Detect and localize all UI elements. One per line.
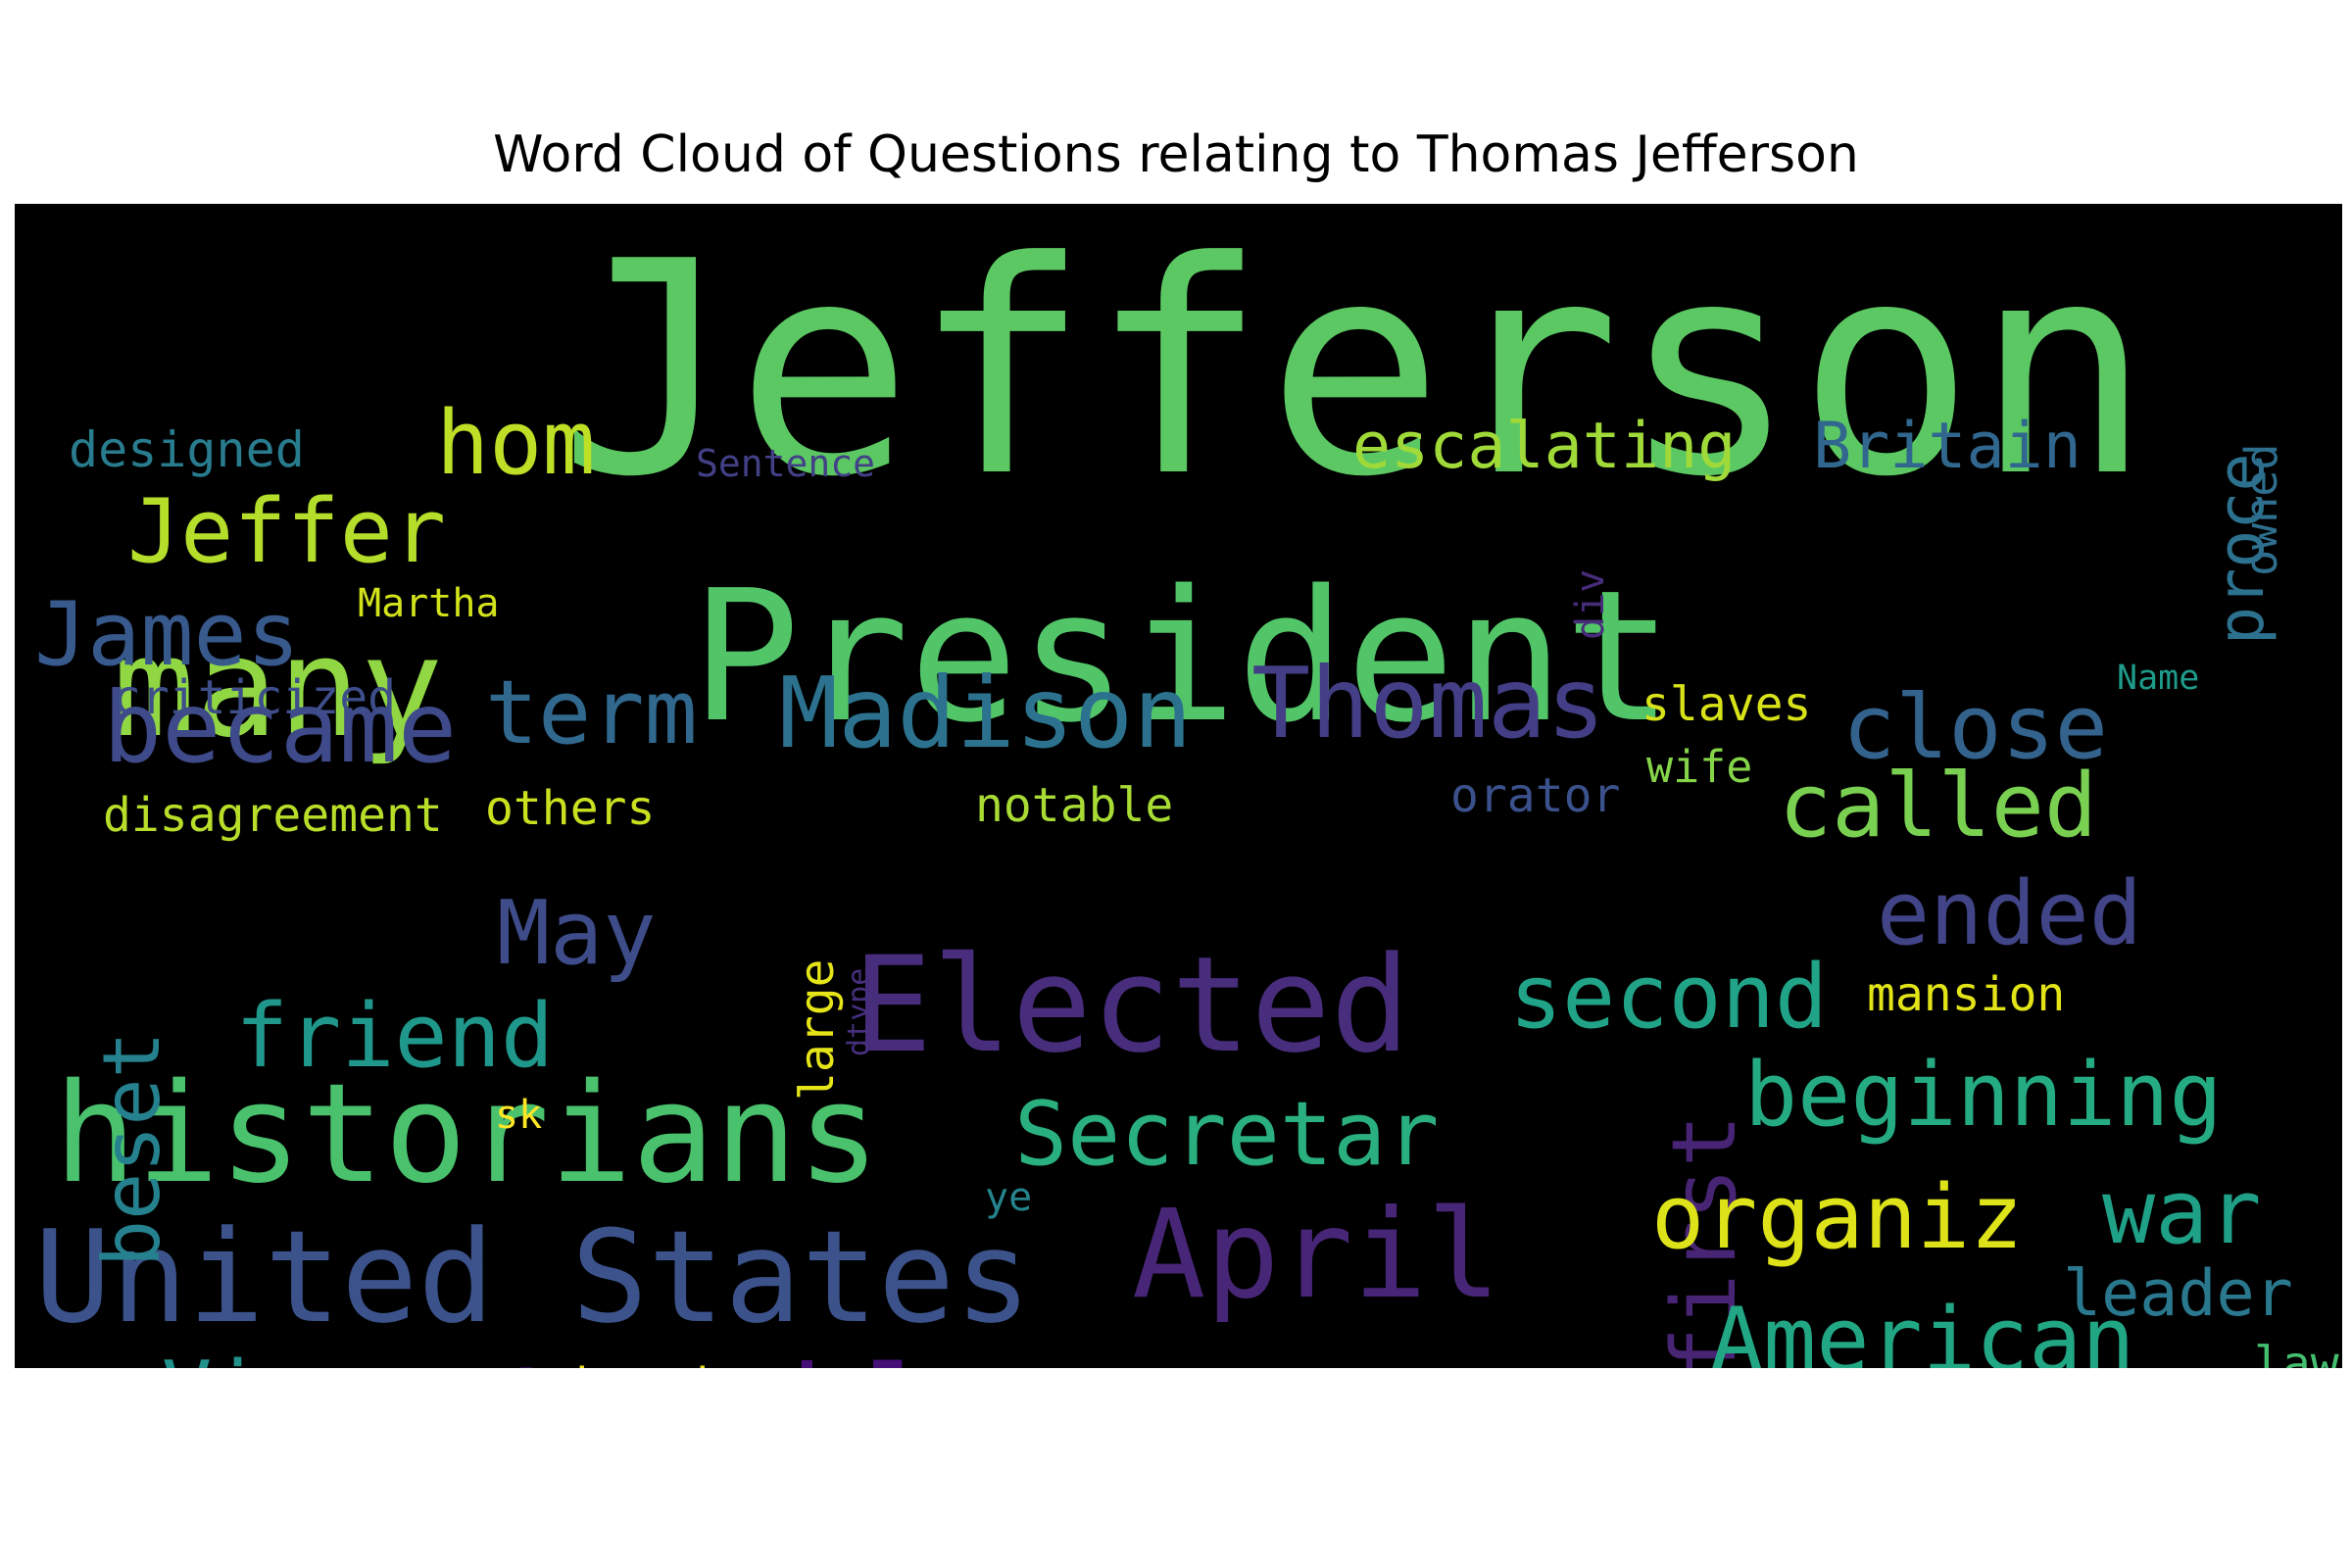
word-owned: owned: [2235, 443, 2287, 576]
word-term: term: [485, 662, 698, 764]
word-second: second: [1509, 946, 1829, 1049]
word-jeffer: Jeffer: [127, 480, 447, 583]
word-slaves: slaves: [1642, 677, 1812, 732]
word-secretar: Secretar: [1014, 1083, 1440, 1186]
word-disagreement: disagreement: [103, 788, 443, 843]
word-may: May: [497, 882, 657, 985]
word-orator: orator: [1450, 768, 1621, 823]
word-wife: wife: [1646, 741, 1753, 793]
word-signed: signed: [539, 1362, 709, 1368]
word-president: President: [691, 551, 1674, 762]
word-became: became: [103, 670, 458, 785]
word-war: war: [2102, 1161, 2262, 1264]
word-designed: designed: [69, 421, 305, 478]
word-ended: ended: [1877, 862, 2142, 965]
word-large: large: [790, 958, 845, 1102]
word-thomas: Thomas: [1251, 646, 1606, 760]
word-div: div: [1568, 568, 1613, 640]
word-criticized: criticized: [113, 670, 396, 725]
word-leader: leader: [2063, 1257, 2293, 1331]
word-called: called: [1779, 755, 2098, 858]
word-american: American: [1710, 1289, 2135, 1369]
word-historians: historians: [54, 1054, 880, 1214]
word-elected: Elected: [853, 928, 1410, 1082]
word-beginning: beginning: [1744, 1044, 2223, 1147]
word-mansion: mansion: [1867, 967, 2066, 1022]
word-notable: notable: [975, 778, 1174, 833]
word-sentence: Sentence: [696, 442, 876, 485]
word-cloud-panel: Jefferson President many historians United S…: [15, 204, 2342, 1368]
word-friend: friend: [235, 985, 555, 1088]
word-martha: Martha: [358, 581, 500, 626]
word-april: April: [1132, 1184, 1501, 1326]
word-madison: Madison: [779, 656, 1193, 770]
word-ye: ye: [985, 1175, 1033, 1220]
word-name: Name: [2117, 659, 2200, 698]
word-trouble: trouble: [495, 1350, 1011, 1368]
word-many: many: [113, 609, 444, 768]
figure-title: Word Cloud of Questions relating to Thom…: [493, 125, 1859, 184]
word-dtype: dtype: [842, 967, 876, 1056]
word-hom: hom: [436, 392, 596, 495]
word-others: others: [485, 781, 656, 836]
word-close: close: [1842, 676, 2108, 779]
word-beset: beset: [86, 1031, 177, 1267]
word-vice: Vice: [162, 1350, 363, 1368]
word-organiz: organiz: [1651, 1166, 2024, 1269]
word-sk: sk: [495, 1093, 543, 1138]
word-escalating: escalating: [1352, 410, 1737, 483]
word-law: law: [2254, 1337, 2339, 1368]
word-jefferson: Jefferson: [559, 204, 2152, 541]
word-britain: Britain: [1813, 410, 2082, 483]
word-united-states: United States: [34, 1202, 1032, 1351]
word-james: James: [34, 583, 300, 686]
